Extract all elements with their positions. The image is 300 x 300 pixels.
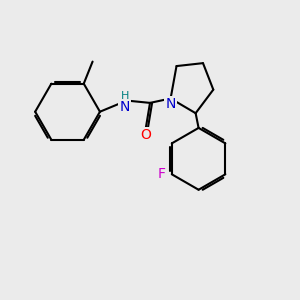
Text: H: H: [121, 91, 129, 101]
Text: N: N: [165, 98, 176, 111]
Text: N: N: [119, 100, 130, 114]
Text: O: O: [140, 128, 151, 142]
Text: F: F: [158, 167, 166, 181]
